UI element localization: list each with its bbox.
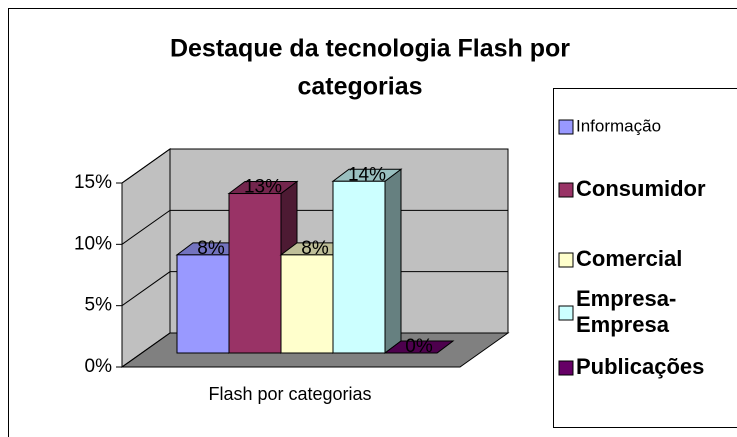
bar-top xyxy=(383,340,455,354)
legend-swatch xyxy=(558,119,574,135)
data-label: 14% xyxy=(348,164,386,185)
bar xyxy=(331,168,403,354)
bar-front xyxy=(332,180,386,354)
bar-side xyxy=(384,168,402,354)
data-label: 8% xyxy=(301,238,329,259)
legend-label: Publicações xyxy=(576,354,704,379)
data-label: 13% xyxy=(244,177,282,198)
chart-title: Destaque da tecnologia Flash por xyxy=(170,35,570,63)
y-tick-label: 10% xyxy=(74,233,112,254)
legend-swatch xyxy=(558,305,574,321)
legend-swatch xyxy=(558,182,574,198)
legend-label: Informação xyxy=(576,116,661,135)
x-tick-label: Flash por categorias xyxy=(208,384,371,404)
chart-title: categorias xyxy=(297,73,422,101)
legend-swatch xyxy=(558,252,574,268)
legend-box xyxy=(553,88,737,428)
bar-front xyxy=(280,254,334,354)
legend-label: Consumidor xyxy=(576,176,706,201)
bar-front xyxy=(176,254,230,354)
data-label: 8% xyxy=(197,238,225,259)
legend-label: Empresa-Empresa xyxy=(576,286,676,337)
bar-front xyxy=(228,193,282,354)
side-wall xyxy=(121,148,171,368)
y-tick-label: 5% xyxy=(85,295,113,316)
legend-swatch xyxy=(558,360,574,376)
legend-label: Comercial xyxy=(576,246,682,271)
data-label: 0% xyxy=(405,336,433,357)
y-tick-label: 0% xyxy=(85,356,113,377)
y-tick-label: 15% xyxy=(74,172,112,193)
bar xyxy=(383,340,455,354)
grid-line xyxy=(121,148,508,184)
